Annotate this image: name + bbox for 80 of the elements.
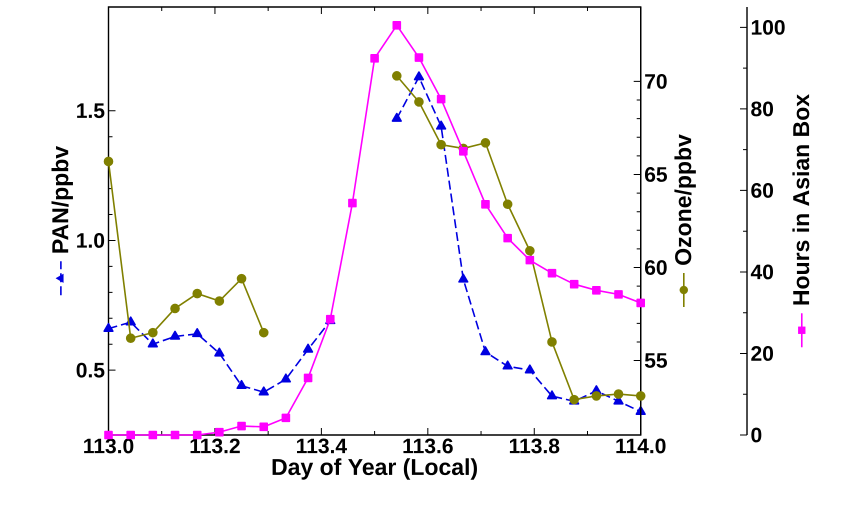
y2-axis-title: Ozone/ppbv: [674, 134, 696, 265]
x-tick-label: 114.0: [616, 438, 666, 454]
y3-tick-label: 20: [751, 346, 774, 361]
y2-tick-label: 60: [644, 260, 667, 275]
y3-tick-label: 80: [751, 101, 774, 116]
point: [503, 234, 512, 242]
point: [192, 288, 202, 298]
y2-tick-label: 55: [644, 353, 667, 368]
point: [104, 156, 114, 166]
point: [280, 373, 292, 383]
point: [414, 97, 424, 107]
point: [170, 304, 180, 314]
y3-tick-label: 40: [750, 264, 774, 280]
x-tick-label: 113.2: [190, 438, 240, 454]
y-tick-label: 0.5: [76, 362, 104, 378]
point: [236, 274, 246, 284]
point: [570, 280, 578, 288]
point: [480, 346, 491, 356]
point: [392, 71, 402, 81]
point: [502, 360, 513, 370]
y3-tick-label: 60: [751, 183, 774, 198]
point: [414, 53, 424, 62]
y3-tick-label: 100: [752, 20, 785, 35]
point: [148, 338, 158, 348]
point: [458, 274, 468, 283]
point: [414, 71, 424, 80]
point: [259, 422, 268, 432]
x-axis-title: Day of Year (Local): [272, 458, 477, 480]
point: [636, 391, 646, 401]
point: [258, 386, 269, 396]
x-tick-label: 113.8: [510, 438, 560, 454]
point: [392, 112, 402, 122]
point: [148, 430, 158, 440]
point: [192, 328, 202, 338]
x-tick-label: 113.4: [297, 438, 347, 454]
point: [502, 199, 512, 210]
point: [237, 422, 246, 430]
point: [392, 21, 402, 30]
point: [526, 256, 534, 264]
point: [459, 146, 468, 156]
point: [614, 389, 624, 399]
point: [525, 246, 535, 256]
y-axis-title: PAN/ppbv: [52, 146, 73, 253]
point: [546, 390, 558, 400]
point: [148, 328, 158, 338]
y-tick-label: 1.0: [77, 233, 104, 248]
point: [348, 198, 357, 208]
y3-tick-label: 0: [751, 428, 762, 442]
point: [547, 337, 557, 347]
point: [436, 120, 446, 130]
point: [215, 428, 224, 436]
y2-tick-label: 65: [644, 167, 667, 182]
point: [170, 430, 180, 440]
point: [592, 286, 601, 295]
point: [126, 333, 136, 344]
point: [304, 374, 312, 382]
y2-tick-label: 70: [645, 74, 667, 89]
point: [636, 298, 646, 308]
point: [481, 200, 490, 209]
point: [436, 140, 446, 150]
point: [236, 380, 247, 390]
point: [548, 268, 556, 278]
point: [614, 290, 623, 299]
point: [370, 54, 379, 63]
point: [258, 328, 269, 338]
point: [302, 344, 314, 353]
point: [480, 138, 490, 148]
point: [103, 322, 114, 332]
point: [170, 330, 180, 340]
point: [126, 430, 135, 440]
point: [524, 364, 535, 374]
x-tick-label: 113.0: [84, 438, 134, 454]
y-tick-label: 1.5: [77, 103, 104, 118]
point: [436, 94, 446, 104]
point: [214, 347, 224, 357]
y3-axis-title: Hours in Asian Box: [792, 94, 810, 305]
x-tick-label: 113.6: [403, 438, 453, 454]
point: [214, 296, 224, 306]
point: [592, 391, 602, 401]
point: [282, 414, 290, 422]
